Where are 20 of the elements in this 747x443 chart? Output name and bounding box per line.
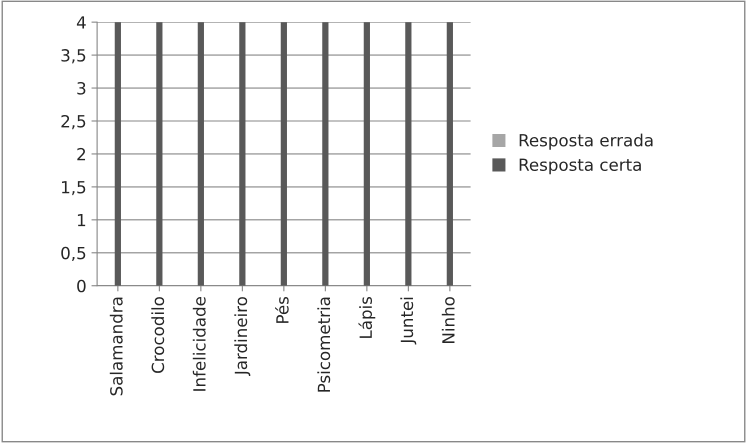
x-tick-label: Pés	[275, 296, 289, 323]
y-tick-label: 2	[77, 148, 86, 160]
x-tick-label: Crocodilo	[151, 297, 164, 373]
legend-label: Resposta errada	[520, 134, 653, 150]
y-tick-label: 2,5	[61, 114, 86, 130]
y-tick-label: 3	[77, 82, 86, 95]
x-tick-label: Psicometria	[317, 298, 330, 392]
x-tick-label: Lápis	[358, 296, 376, 338]
y-tick-label: 3,5	[61, 49, 86, 64]
x-tick-label: Salamandra	[110, 298, 123, 396]
legend-label: Resposta certa	[520, 158, 641, 174]
y-tick-label: 0,5	[61, 246, 86, 262]
x-tick-label: Juntei	[400, 298, 416, 344]
y-tick-label: 0	[77, 280, 86, 292]
x-tick-label: Infelicidade	[192, 297, 206, 391]
y-tick-label: 4	[76, 16, 86, 28]
x-tick-label: Ninho	[442, 297, 455, 343]
y-tick-label: 1,5	[62, 181, 86, 196]
x-tick-label: Jardineiro	[234, 297, 250, 376]
y-tick-label: 1	[78, 214, 86, 226]
